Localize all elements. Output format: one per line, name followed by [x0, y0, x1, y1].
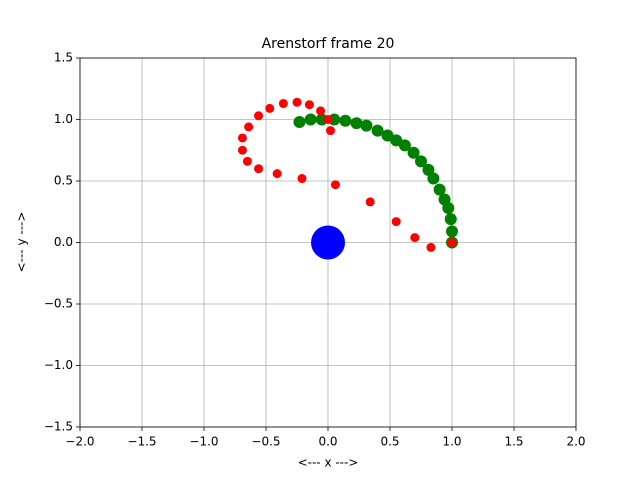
point	[254, 164, 264, 174]
point	[316, 106, 326, 116]
point	[407, 146, 420, 159]
point	[330, 180, 340, 190]
point	[242, 156, 252, 166]
point	[237, 133, 247, 143]
x-tick-label: −1.5	[127, 435, 156, 449]
point	[381, 129, 394, 142]
point	[272, 169, 282, 179]
y-tick-label: 0.5	[54, 174, 73, 188]
x-tick-label: 2.0	[566, 435, 585, 449]
y-tick-label: −0.5	[44, 297, 73, 311]
point	[438, 193, 451, 206]
point	[391, 217, 401, 227]
point	[360, 119, 373, 132]
point	[293, 115, 306, 128]
point	[339, 114, 352, 127]
point	[292, 97, 302, 107]
point	[446, 225, 458, 238]
x-tick-label: −0.5	[251, 435, 280, 449]
point	[444, 213, 457, 226]
point	[325, 126, 335, 136]
point	[244, 122, 254, 132]
point	[237, 145, 247, 155]
x-tick-label: 0.0	[318, 435, 337, 449]
point	[426, 242, 436, 252]
point	[433, 183, 446, 196]
point	[304, 100, 314, 110]
point	[278, 99, 288, 109]
point	[311, 225, 345, 260]
x-tick-label: −2.0	[65, 435, 94, 449]
x-tick-label: 0.5	[380, 435, 399, 449]
y-tick-label: 1.0	[54, 112, 73, 126]
point	[410, 233, 420, 243]
point	[265, 103, 275, 113]
y-tick-label: −1.5	[44, 420, 73, 434]
x-axis-label: <--- x --->	[298, 456, 359, 470]
x-tick-label: −1.0	[189, 435, 218, 449]
point	[350, 117, 363, 130]
point	[254, 111, 264, 121]
x-tick-label: 1.0	[442, 435, 461, 449]
chart-title: Arenstorf frame 20	[262, 36, 395, 52]
point	[371, 124, 384, 137]
point	[304, 113, 317, 126]
x-tick-label: 1.5	[504, 435, 523, 449]
y-tick-label: 1.5	[54, 51, 73, 65]
point	[365, 197, 375, 207]
y-axis-label: <--- y --->	[15, 212, 29, 273]
y-tick-label: −1.0	[44, 358, 73, 372]
point	[323, 115, 333, 124]
point	[297, 174, 307, 184]
point	[415, 155, 427, 168]
point	[447, 238, 457, 247]
y-tick-label: 0.0	[54, 235, 73, 249]
point	[422, 163, 435, 176]
plot-frame	[79, 57, 577, 428]
